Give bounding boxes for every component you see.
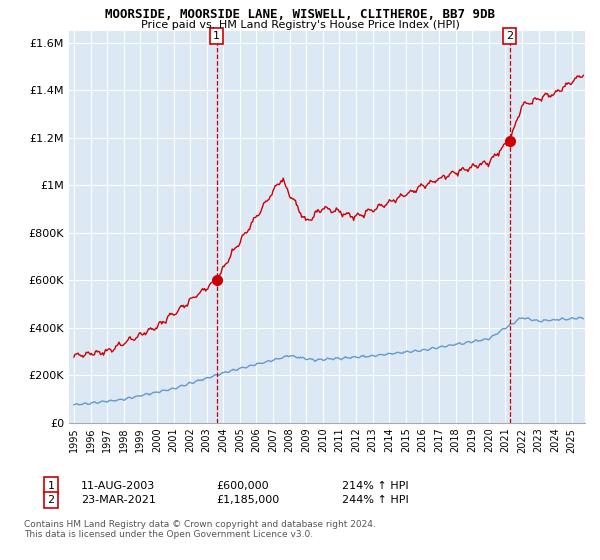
Text: 1: 1 [47, 480, 55, 491]
Text: £600,000: £600,000 [216, 480, 269, 491]
Text: 2: 2 [506, 31, 513, 41]
Text: 214% ↑ HPI: 214% ↑ HPI [342, 480, 409, 491]
Text: MOORSIDE, MOORSIDE LANE, WISWELL, CLITHEROE, BB7 9DB: MOORSIDE, MOORSIDE LANE, WISWELL, CLITHE… [105, 8, 495, 21]
Text: 1: 1 [213, 31, 220, 41]
Text: Price paid vs. HM Land Registry's House Price Index (HPI): Price paid vs. HM Land Registry's House … [140, 20, 460, 30]
Text: 11-AUG-2003: 11-AUG-2003 [81, 480, 155, 491]
Text: Contains HM Land Registry data © Crown copyright and database right 2024.
This d: Contains HM Land Registry data © Crown c… [24, 520, 376, 539]
Text: 23-MAR-2021: 23-MAR-2021 [81, 495, 156, 505]
Text: £1,185,000: £1,185,000 [216, 495, 279, 505]
Text: 2: 2 [47, 495, 55, 505]
Text: 244% ↑ HPI: 244% ↑ HPI [342, 495, 409, 505]
